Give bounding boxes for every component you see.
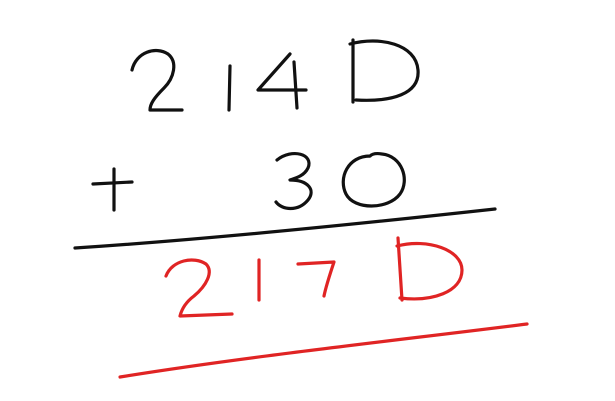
answer-handwritten <box>164 236 464 318</box>
digit-1 <box>227 64 232 112</box>
digit-4 <box>256 52 308 110</box>
digit-3 <box>274 151 313 211</box>
plus-sign-handwritten <box>91 167 134 212</box>
addend-1-handwritten <box>130 38 420 112</box>
answer-underline <box>118 322 529 379</box>
digit-2 <box>130 48 184 112</box>
answer-letter-d <box>395 236 464 302</box>
answer-digit-2 <box>164 258 234 318</box>
answer-digit-7 <box>296 260 336 298</box>
letter-d <box>348 38 420 104</box>
digit-0 <box>341 152 406 208</box>
sum-line <box>73 207 497 250</box>
addend-2-handwritten <box>274 151 406 211</box>
